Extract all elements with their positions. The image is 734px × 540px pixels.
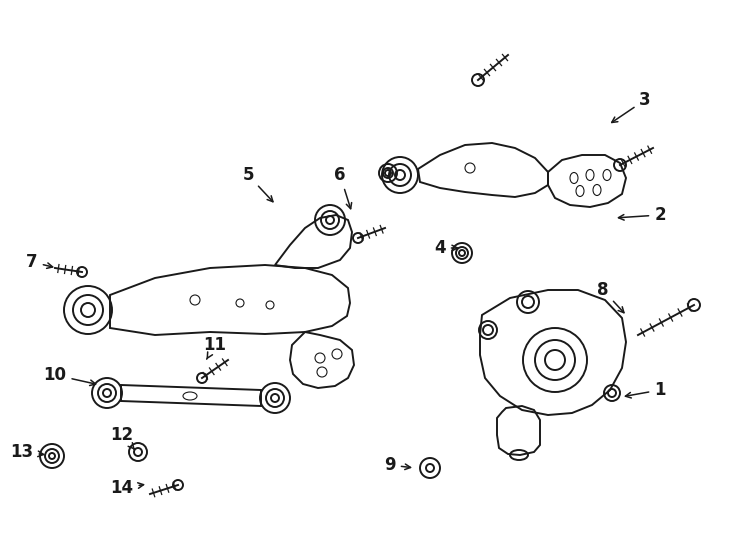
- Text: 13: 13: [10, 443, 43, 461]
- Text: 14: 14: [110, 479, 144, 497]
- Text: 8: 8: [597, 281, 624, 313]
- Text: 9: 9: [384, 456, 410, 474]
- Text: 4: 4: [435, 239, 457, 257]
- Text: 3: 3: [611, 91, 651, 123]
- Text: 5: 5: [242, 166, 273, 202]
- Text: 6: 6: [334, 166, 352, 209]
- Text: 11: 11: [203, 336, 227, 359]
- Text: 7: 7: [26, 253, 53, 271]
- Text: 12: 12: [110, 426, 134, 449]
- Text: 1: 1: [625, 381, 666, 399]
- Text: 10: 10: [43, 366, 95, 386]
- Text: 2: 2: [619, 206, 666, 224]
